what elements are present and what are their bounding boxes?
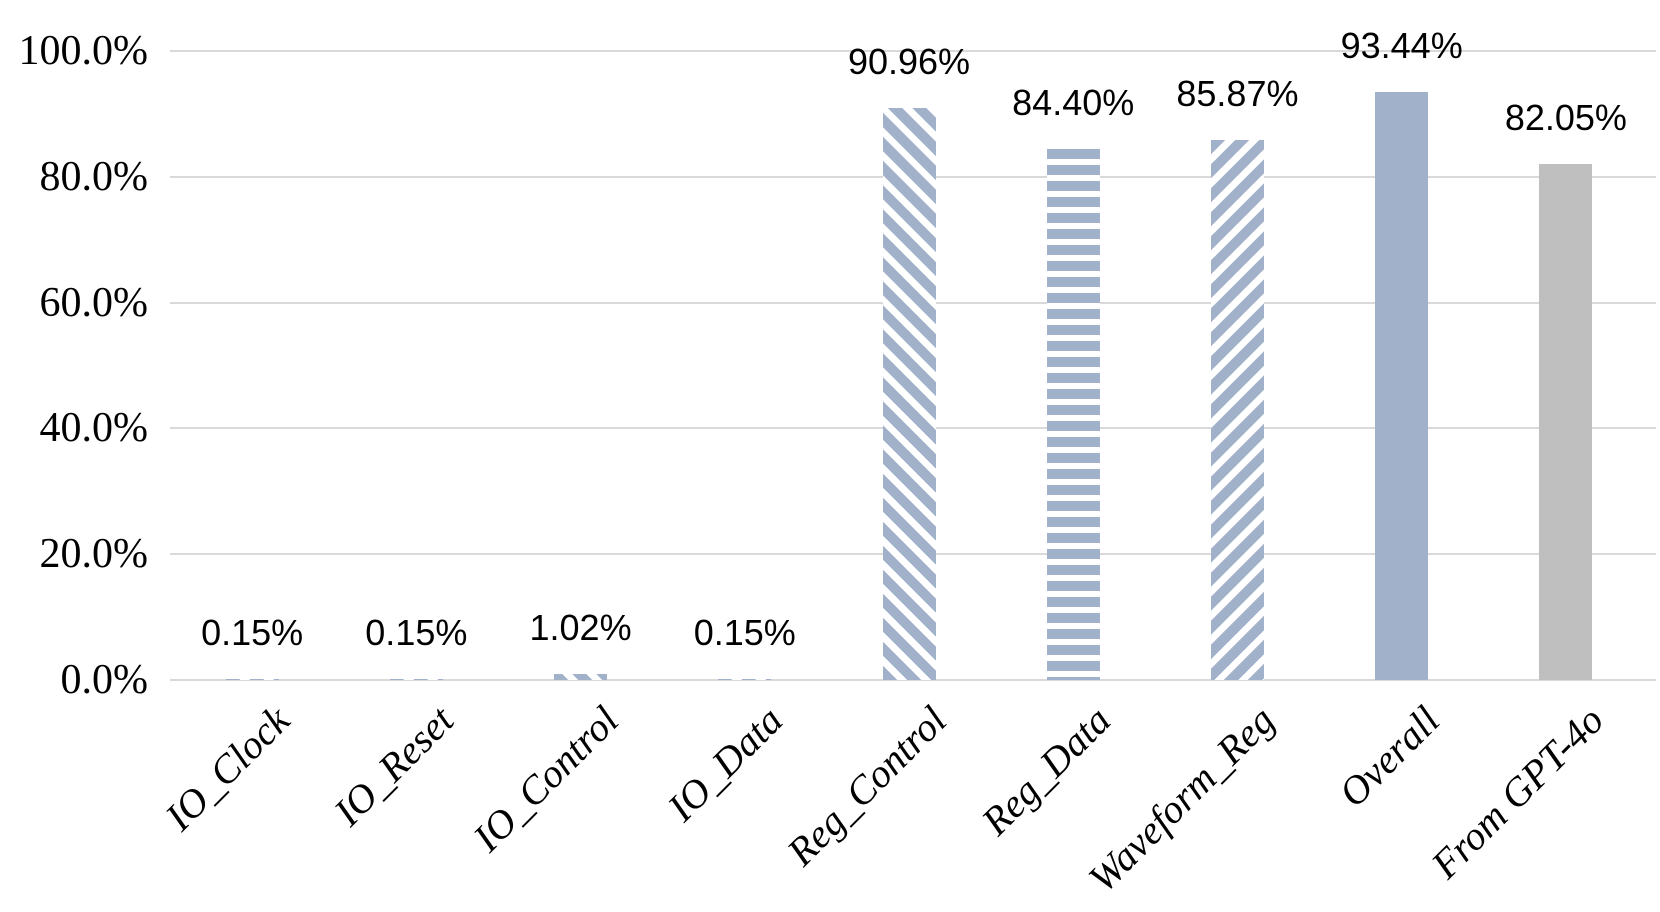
value-label-waveform-reg: 85.87% (1176, 73, 1299, 114)
category-label-from-gpt-4o: From GPT-4o (1422, 697, 1612, 888)
value-label-reg-data: 84.40% (1012, 82, 1135, 123)
value-label-reg-control: 90.96% (847, 41, 971, 82)
category-label-io-clock: IO_Clock (156, 697, 299, 840)
value-label-from-gpt-4o: 82.05% (1504, 97, 1627, 138)
value-label-overall: 93.44% (1340, 25, 1463, 66)
bar-overall (1375, 92, 1429, 680)
category-label-io-control: IO_Control (463, 697, 627, 861)
bar-reg-data (1046, 149, 1100, 680)
x-axis-line (170, 679, 1656, 681)
category-label-io-reset: IO_Reset (325, 697, 463, 835)
gridline-100 (170, 50, 1656, 52)
value-label-io-clock: 0.15% (201, 612, 304, 653)
bar-io-data (718, 679, 772, 680)
bar-waveform-reg (1210, 140, 1264, 680)
bar-io-clock (225, 679, 279, 680)
bar-from-gpt-4o (1539, 164, 1593, 680)
y-tick-label-0: 0.0% (60, 657, 149, 703)
value-label-io-reset: 0.15% (365, 612, 468, 653)
category-label-reg-control: Reg_Control (778, 697, 956, 875)
bar-io-reset (389, 679, 443, 680)
category-label-overall: Overall (1329, 697, 1448, 816)
y-tick-label-80: 80.0% (39, 153, 149, 200)
category-label-reg-data: Reg_Data (972, 697, 1120, 844)
category-label-io-data: IO_Data (658, 697, 791, 830)
y-tick-label-20: 20.0% (39, 531, 149, 578)
bar-reg-control (882, 108, 936, 680)
bar-io-control (554, 674, 608, 680)
value-label-io-control: 1.02% (529, 607, 632, 648)
y-tick-label-100: 100.0% (18, 28, 149, 74)
y-tick-label-40: 40.0% (39, 405, 149, 452)
y-tick-label-60: 60.0% (39, 279, 149, 326)
value-label-io-data: 0.15% (693, 612, 796, 653)
